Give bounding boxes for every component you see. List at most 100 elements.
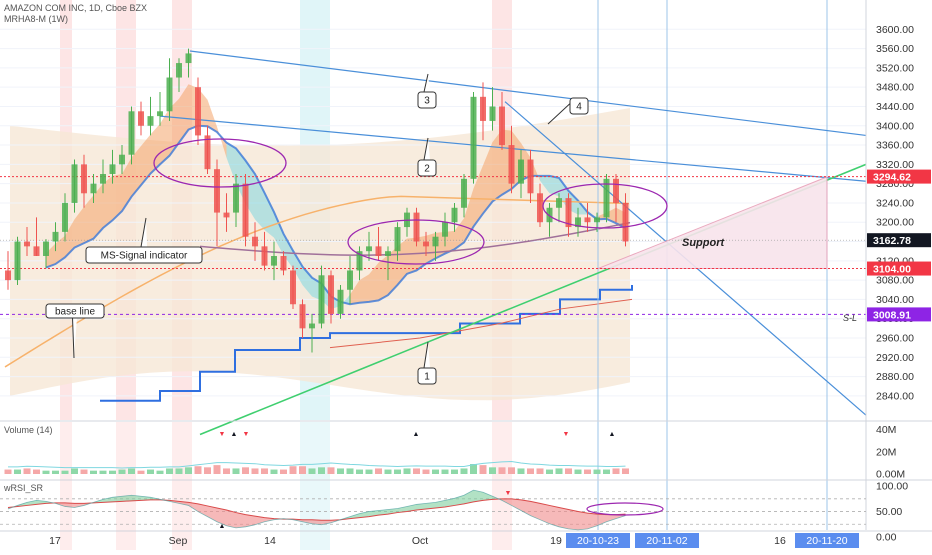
signal-ribbon bbox=[74, 206, 84, 248]
rsi-fill bbox=[530, 501, 540, 520]
rsi-fill bbox=[217, 507, 227, 526]
rsi-fill bbox=[321, 520, 331, 525]
date-badge-label: 20-11-02 bbox=[646, 535, 687, 547]
volume-bar bbox=[156, 470, 164, 474]
volume-bar bbox=[166, 468, 173, 474]
rsi-fill bbox=[511, 498, 521, 511]
volume-bar bbox=[413, 468, 420, 474]
price-badge bbox=[867, 233, 931, 248]
volume-bar bbox=[261, 468, 268, 474]
volume-bar bbox=[517, 468, 525, 474]
volume-bar bbox=[508, 467, 515, 474]
signal-ribbon bbox=[407, 237, 417, 274]
rsi-fill bbox=[131, 495, 141, 501]
candle-body bbox=[537, 193, 543, 223]
rsi-fill bbox=[245, 514, 255, 527]
candle-body bbox=[546, 207, 553, 223]
volume-bar bbox=[451, 469, 458, 474]
time-tick-label: Sep bbox=[169, 535, 188, 547]
date-badge bbox=[635, 533, 699, 548]
date-badge-label: 20-10-23 bbox=[577, 535, 619, 547]
rsi-fill bbox=[473, 490, 483, 502]
volume-bar bbox=[384, 469, 392, 474]
signal-ribbon bbox=[255, 174, 265, 230]
price-tick-label: 2840.00 bbox=[876, 390, 914, 402]
signal-ribbon bbox=[473, 165, 483, 227]
candle-body bbox=[185, 53, 192, 64]
signal-ribbon bbox=[350, 280, 360, 305]
volume-bar bbox=[593, 469, 601, 474]
volume-bar bbox=[90, 470, 97, 474]
price-badge-label: 3008.91 bbox=[873, 309, 911, 321]
candle-body bbox=[499, 106, 505, 146]
volume-tick-label: 40M bbox=[876, 424, 896, 436]
signal-ribbon bbox=[169, 98, 179, 156]
signal-ribbon bbox=[359, 274, 369, 303]
rsi-fill bbox=[226, 510, 236, 528]
volume-bar bbox=[527, 468, 534, 474]
volume-tick-label: 20M bbox=[876, 446, 896, 458]
candle-body bbox=[157, 111, 163, 117]
support-text: Support bbox=[682, 237, 725, 249]
volume-signal-marker: ▲ bbox=[609, 431, 616, 438]
signal-ribbon bbox=[283, 233, 293, 269]
time-tick-label: 16 bbox=[774, 535, 786, 547]
base-line bbox=[4, 195, 630, 368]
volume-bar bbox=[42, 470, 50, 474]
trendline-3 bbox=[189, 50, 867, 137]
rsi-fill bbox=[540, 503, 550, 524]
rsi-fill bbox=[606, 514, 616, 522]
callout-ms-signal-box bbox=[85, 246, 203, 264]
signal-ribbon bbox=[302, 266, 312, 297]
candle-body bbox=[100, 174, 106, 184]
signal-ribbon bbox=[293, 250, 303, 285]
price-badge bbox=[867, 169, 931, 184]
rsi-fill bbox=[198, 503, 208, 517]
candle-body bbox=[613, 178, 619, 203]
stop-line bbox=[329, 298, 633, 349]
candle-body bbox=[356, 251, 363, 271]
signal-ribbon bbox=[369, 262, 379, 302]
time-tick-label: 14 bbox=[264, 535, 276, 547]
volume-bar bbox=[118, 469, 126, 474]
candle-body bbox=[594, 217, 600, 223]
date-badge bbox=[566, 533, 630, 548]
rsi-fill bbox=[350, 513, 360, 519]
price-badge-label: 3104.00 bbox=[873, 264, 911, 276]
price-tick-label: 3600.00 bbox=[876, 24, 914, 36]
symbol-title: AMAZON COM INC, 1D, Cboe BZX bbox=[4, 3, 148, 13]
candle-body bbox=[423, 241, 429, 247]
rsi-fill bbox=[112, 496, 122, 502]
rsi-fill bbox=[188, 502, 198, 512]
candle-body bbox=[527, 159, 534, 194]
candle-body bbox=[584, 217, 591, 223]
callout-base-line-box bbox=[45, 303, 105, 319]
rsi-fill bbox=[378, 509, 388, 516]
signal-ribbon bbox=[160, 108, 170, 165]
volume-bar bbox=[346, 468, 354, 474]
price-tick-label: 3040.00 bbox=[876, 294, 914, 306]
candle-body bbox=[119, 154, 125, 165]
rsi-fill bbox=[445, 498, 455, 507]
signal-ribbon bbox=[93, 183, 103, 239]
price-tick-label: 2960.00 bbox=[876, 333, 914, 345]
signal-ribbon bbox=[103, 175, 113, 229]
price-tick-label: 3240.00 bbox=[876, 197, 914, 209]
candle-body bbox=[470, 96, 477, 179]
callout-2-box bbox=[417, 159, 437, 177]
price-tick-label: 3480.00 bbox=[876, 82, 914, 94]
volume-bar bbox=[185, 467, 192, 474]
signal-ribbon bbox=[55, 235, 65, 265]
rsi-signal-line bbox=[7, 498, 626, 521]
price-tick-label: 3520.00 bbox=[876, 62, 914, 74]
candle-body bbox=[43, 241, 49, 256]
candle-body bbox=[328, 275, 334, 314]
signal-ribbon bbox=[122, 157, 132, 212]
rsi-fill bbox=[74, 503, 84, 508]
candle-body bbox=[290, 270, 296, 305]
signal-ribbon bbox=[84, 195, 94, 244]
candle-body bbox=[565, 198, 572, 228]
candle-body bbox=[233, 183, 239, 213]
volume-bar bbox=[565, 468, 572, 474]
